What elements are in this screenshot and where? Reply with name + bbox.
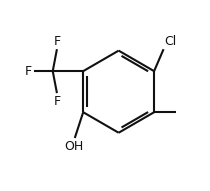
Text: F: F [25,65,32,78]
Text: F: F [53,95,60,108]
Text: OH: OH [64,140,83,153]
Text: F: F [53,35,60,48]
Text: Cl: Cl [165,35,177,48]
